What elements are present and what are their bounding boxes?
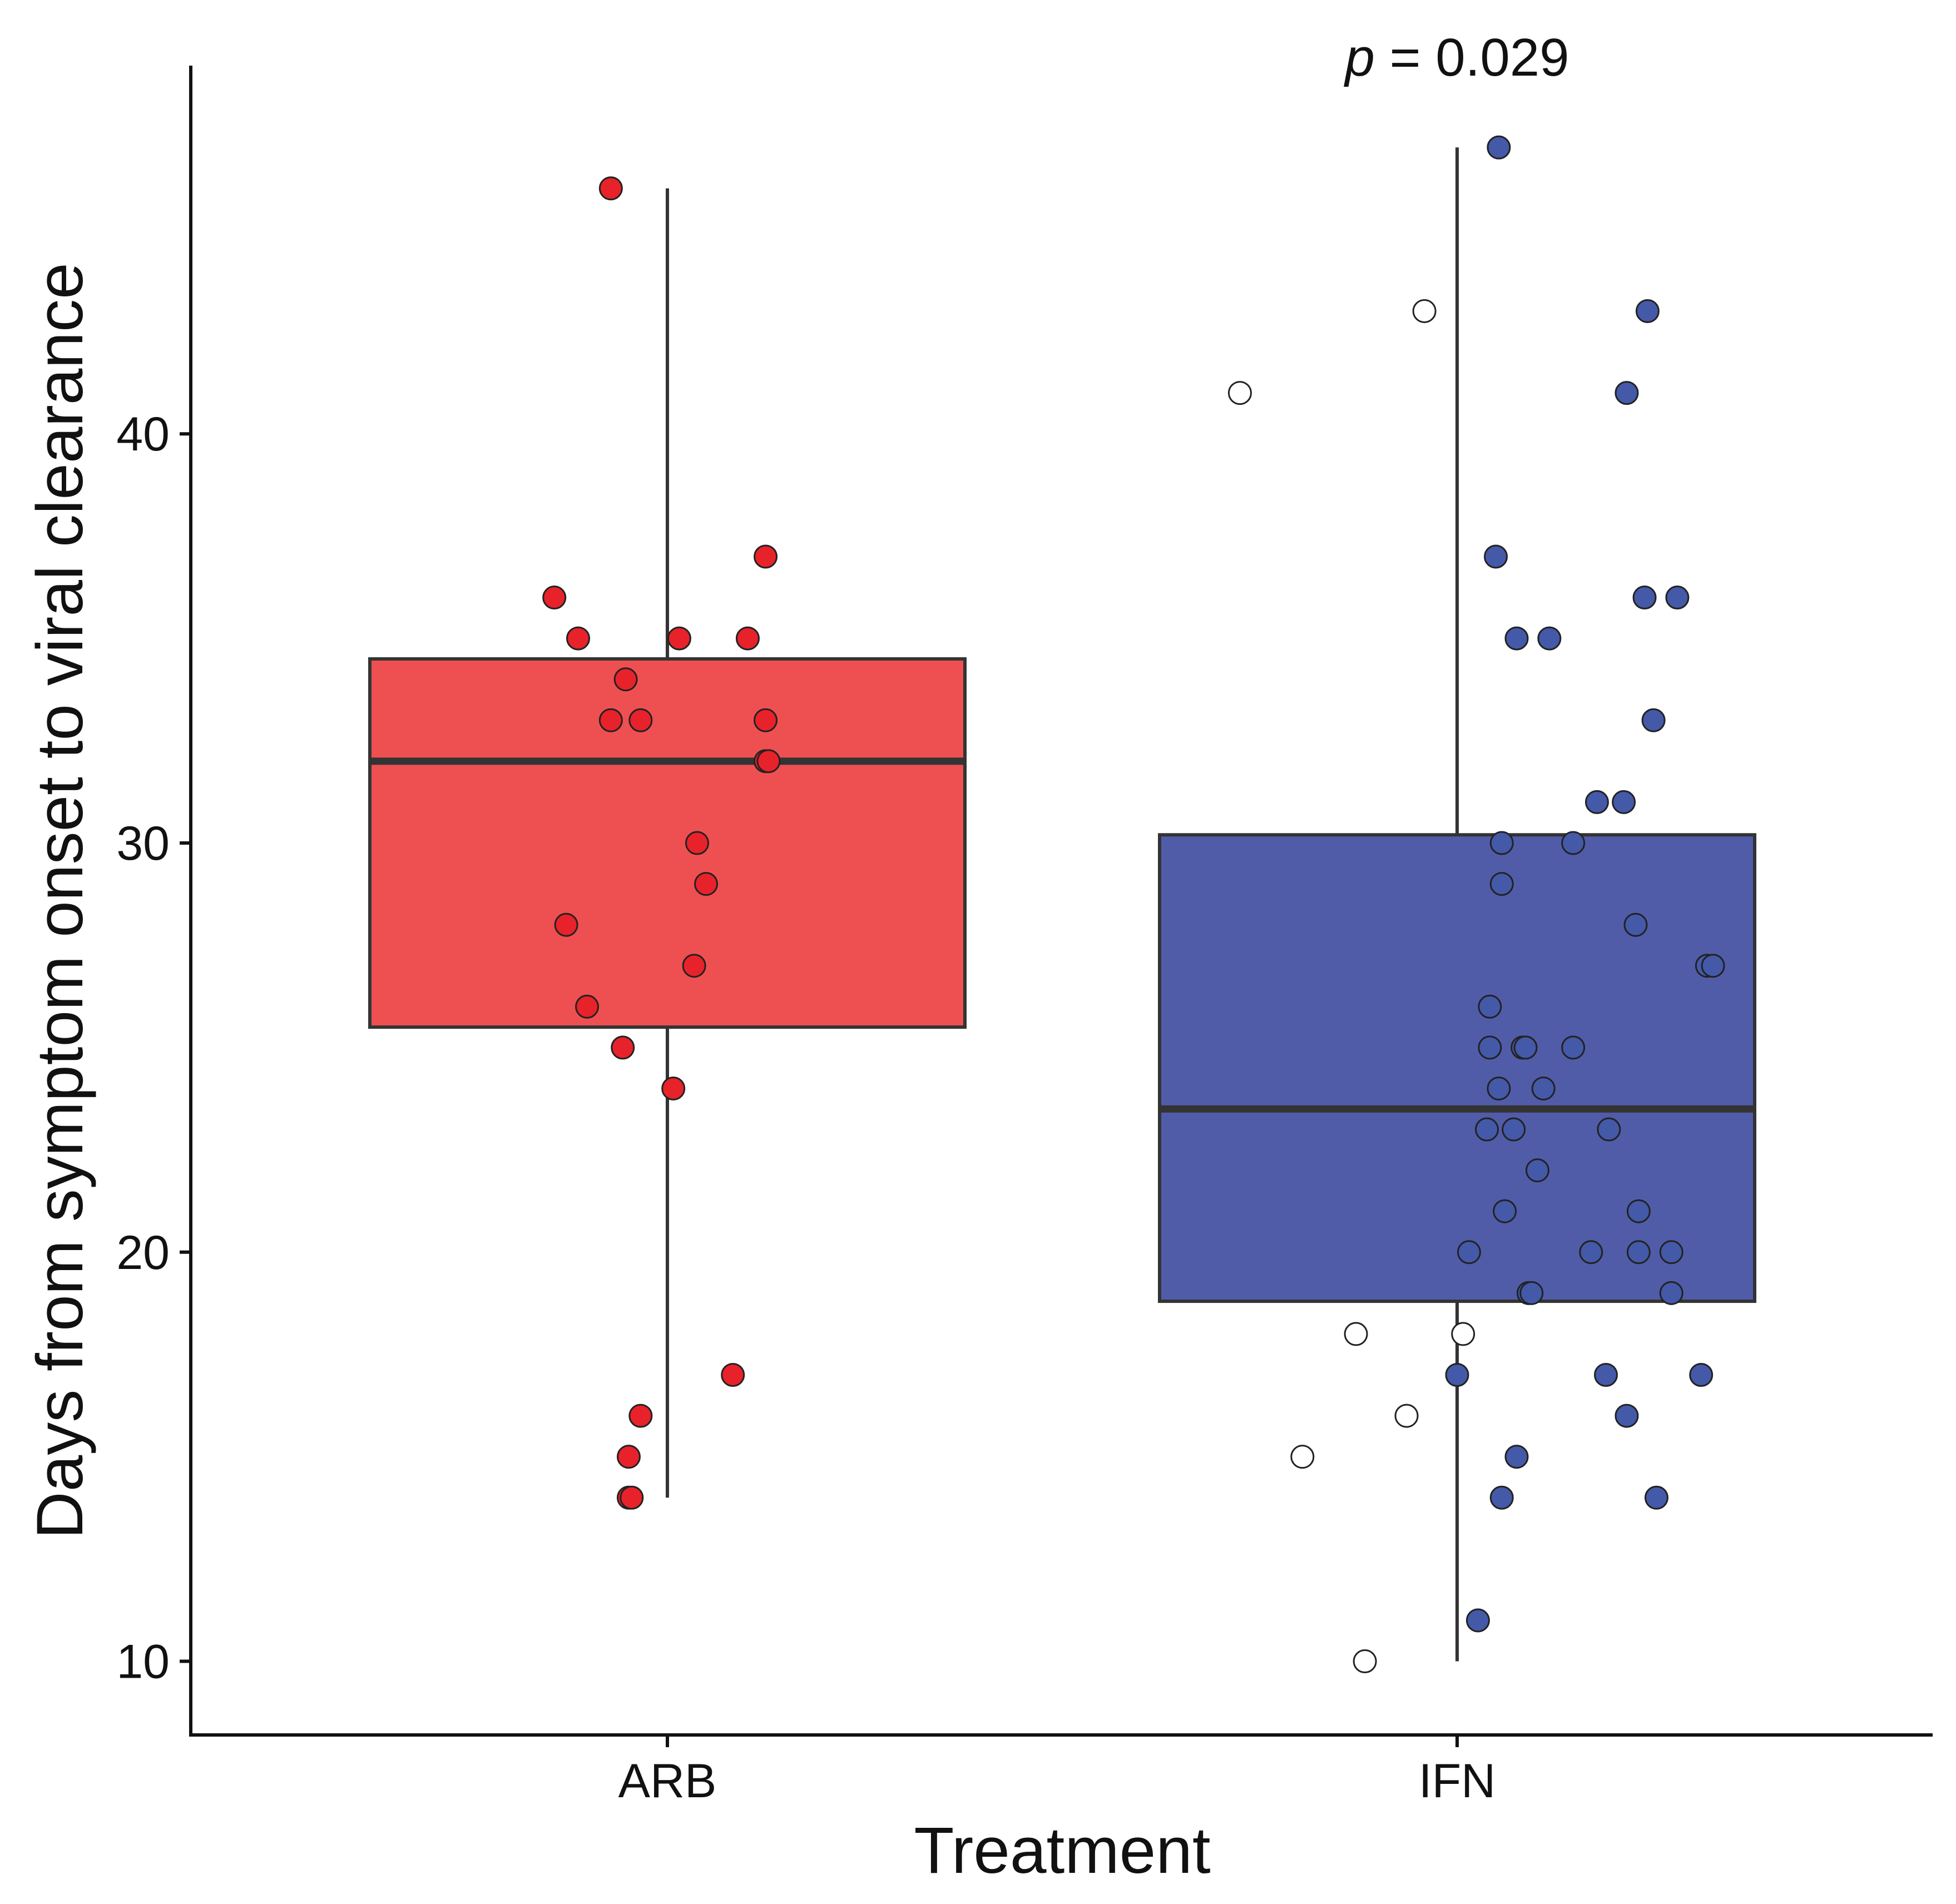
data-point-ifn-41 — [1445, 1363, 1469, 1387]
data-point-ifn-39 — [1344, 1322, 1368, 1346]
data-point-arb-11 — [756, 749, 781, 774]
data-point-ifn-11 — [1584, 790, 1609, 814]
data-point-ifn-28 — [1597, 1117, 1621, 1142]
data-point-arb-7 — [598, 708, 623, 732]
data-point-arb-19 — [721, 1363, 745, 1387]
p-value-annotation: p = 0.029 — [1343, 28, 1569, 87]
data-point-arb-9 — [754, 708, 778, 732]
data-point-ifn-9 — [1537, 626, 1562, 651]
data-point-ifn-40 — [1451, 1322, 1475, 1346]
data-point-ifn-31 — [1626, 1199, 1651, 1223]
data-point-ifn-20 — [1478, 1035, 1502, 1060]
data-point-ifn-51 — [1353, 1649, 1377, 1674]
data-point-ifn-4 — [1615, 381, 1639, 405]
x-tick-label-arb: ARB — [618, 1754, 717, 1808]
data-point-ifn-12 — [1612, 790, 1636, 814]
data-point-ifn-10 — [1641, 708, 1666, 732]
data-point-arb-13 — [694, 872, 719, 896]
data-point-ifn-23 — [1561, 1035, 1586, 1060]
data-point-arb-14 — [554, 913, 578, 937]
y-ticks-layer: 10 20 30 40 — [116, 408, 191, 1689]
data-point-ifn-26 — [1475, 1117, 1499, 1142]
boxes-layer — [368, 147, 1756, 1662]
data-point-ifn-30 — [1493, 1199, 1517, 1223]
p-value-number: = 0.029 — [1375, 28, 1569, 87]
data-point-ifn-14 — [1561, 831, 1586, 855]
data-point-arb-2 — [542, 586, 567, 610]
data-point-arb-17 — [611, 1035, 635, 1060]
data-point-ifn-0 — [1487, 135, 1511, 160]
p-value-symbol: p — [1343, 28, 1374, 87]
y-tick-label-40: 40 — [116, 408, 170, 461]
data-point-arb-23 — [620, 1485, 644, 1510]
data-point-arb-20 — [628, 1404, 653, 1428]
y-axis-title: Days from symptom onset to viral clearan… — [23, 262, 97, 1539]
data-point-ifn-18 — [1701, 954, 1725, 978]
data-point-ifn-50 — [1465, 1608, 1490, 1633]
data-point-ifn-42 — [1594, 1363, 1618, 1387]
data-point-arb-21 — [616, 1445, 641, 1469]
data-point-ifn-25 — [1531, 1076, 1556, 1100]
box-ifn — [1158, 833, 1756, 1303]
data-point-ifn-7 — [1665, 586, 1690, 610]
data-point-arb-4 — [667, 626, 691, 651]
data-point-ifn-19 — [1478, 994, 1502, 1019]
data-point-arb-16 — [575, 994, 600, 1019]
data-point-ifn-48 — [1489, 1485, 1514, 1510]
data-point-ifn-37 — [1519, 1281, 1544, 1305]
data-point-arb-8 — [628, 708, 653, 732]
data-point-ifn-1 — [1412, 299, 1437, 323]
x-axis-title: Treatment — [914, 1814, 1210, 1887]
data-point-arb-5 — [735, 626, 760, 651]
data-point-ifn-29 — [1525, 1158, 1549, 1183]
data-point-ifn-15 — [1489, 872, 1514, 896]
data-point-ifn-2 — [1635, 299, 1660, 323]
data-point-ifn-44 — [1394, 1404, 1419, 1428]
y-tick-label-30: 30 — [116, 817, 170, 870]
y-tick-label-20: 20 — [116, 1226, 170, 1280]
data-point-ifn-47 — [1504, 1445, 1529, 1469]
data-point-ifn-5 — [1484, 544, 1508, 569]
data-point-ifn-46 — [1290, 1445, 1315, 1469]
data-point-ifn-33 — [1579, 1240, 1603, 1265]
data-point-arb-0 — [598, 176, 623, 201]
data-point-ifn-22 — [1513, 1035, 1538, 1060]
data-point-arb-12 — [685, 831, 709, 855]
data-point-arb-1 — [754, 544, 778, 569]
data-point-ifn-3 — [1227, 381, 1252, 405]
x-ticks-layer: ARB IFN — [618, 1735, 1496, 1808]
data-point-arb-3 — [566, 626, 590, 651]
data-point-ifn-35 — [1659, 1240, 1683, 1265]
data-point-ifn-49 — [1644, 1485, 1668, 1510]
data-point-ifn-16 — [1623, 913, 1648, 937]
data-point-arb-15 — [682, 954, 706, 978]
data-point-ifn-24 — [1487, 1076, 1511, 1100]
x-tick-label-ifn: IFN — [1419, 1754, 1496, 1808]
data-point-ifn-43 — [1689, 1363, 1714, 1387]
data-point-ifn-27 — [1502, 1117, 1526, 1142]
axes-layer — [189, 66, 1933, 1737]
data-point-ifn-38 — [1659, 1281, 1683, 1305]
data-point-ifn-8 — [1504, 626, 1529, 651]
data-point-ifn-34 — [1626, 1240, 1651, 1265]
data-point-arb-6 — [613, 667, 638, 692]
box-arb — [368, 657, 967, 1029]
data-point-ifn-13 — [1489, 831, 1514, 855]
data-point-ifn-32 — [1457, 1240, 1481, 1265]
data-point-arb-18 — [661, 1076, 686, 1100]
y-tick-label-10: 10 — [116, 1635, 170, 1689]
data-point-ifn-6 — [1632, 586, 1657, 610]
data-point-ifn-45 — [1615, 1404, 1639, 1428]
points-layer — [542, 135, 1725, 1674]
